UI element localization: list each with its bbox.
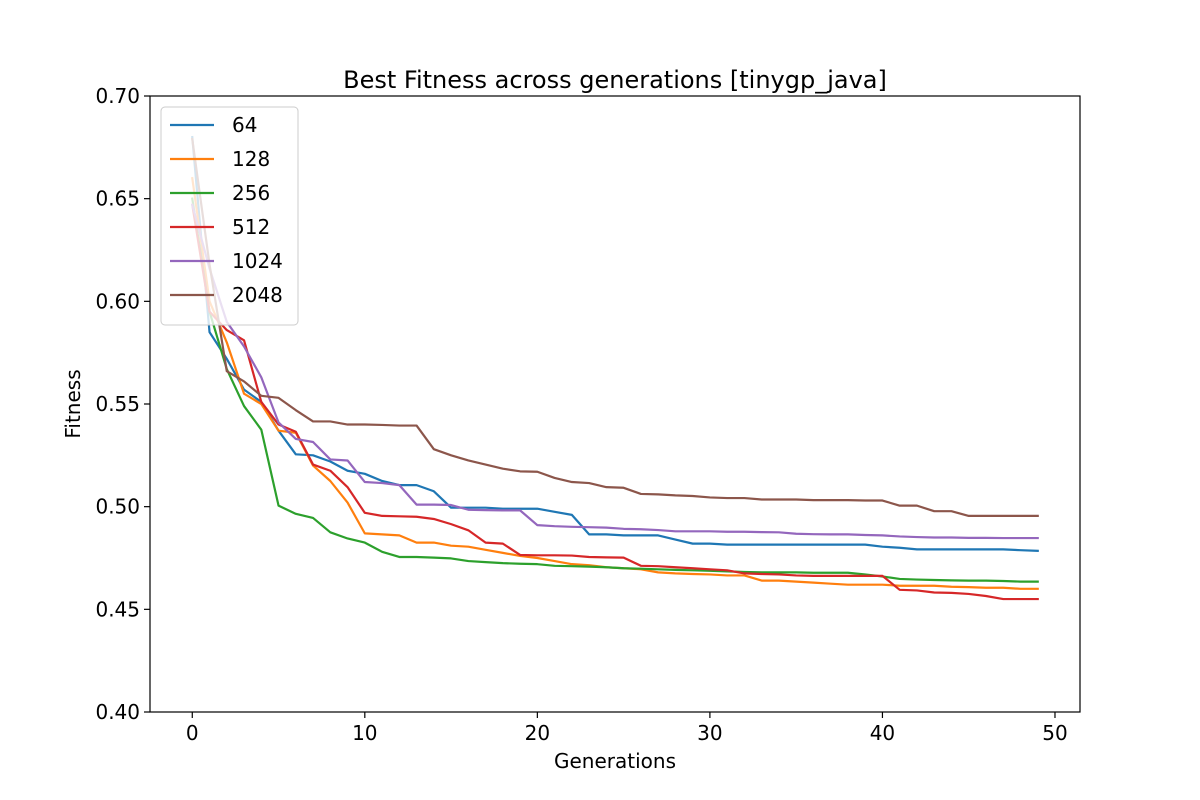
y-tick-label: 0.50 (95, 495, 140, 519)
series-line-2048 (191, 137, 1039, 518)
y-axis-label: Fitness (61, 369, 85, 438)
series-line-256 (191, 197, 1039, 583)
y-tick-label: 0.40 (95, 700, 140, 724)
legend-label-512: 512 (232, 215, 270, 239)
legend-label-128: 128 (232, 147, 270, 171)
y-tick-label: 0.60 (95, 289, 140, 313)
x-tick-label: 40 (870, 721, 895, 745)
y-tick-label: 0.70 (95, 84, 140, 108)
legend-label-256: 256 (232, 181, 270, 205)
x-axis-label: Generations (554, 749, 676, 773)
x-tick-label: 50 (1042, 721, 1067, 745)
legend-label-2048: 2048 (232, 283, 283, 307)
y-tick-label: 0.65 (95, 187, 140, 211)
chart-title: Best Fitness across generations [tinygp_… (343, 66, 887, 94)
legend-box (160, 106, 299, 326)
y-tick-label: 0.55 (95, 392, 140, 416)
legend-label-1024: 1024 (232, 249, 283, 273)
series-line-512 (191, 203, 1039, 601)
series-line-1024 (190, 203, 1039, 540)
y-tick-label: 0.45 (95, 597, 140, 621)
x-tick-label: 20 (525, 721, 550, 745)
plot-frame (149, 95, 1081, 713)
plot-background (150, 96, 1080, 712)
axes: 0 10 20 30 40 50 0.40 0.45 0.50 0.55 0.60 0.65 0.70 (95, 84, 1067, 745)
series-lines (190, 135, 1039, 601)
series-line-64 (191, 135, 1039, 552)
legend: 64 128 256 512 1024 2048 (160, 106, 299, 326)
x-tick-label: 30 (697, 721, 722, 745)
x-tick-label: 10 (352, 721, 377, 745)
x-tick-label: 0 (186, 721, 199, 745)
legend-label-64: 64 (232, 113, 257, 137)
